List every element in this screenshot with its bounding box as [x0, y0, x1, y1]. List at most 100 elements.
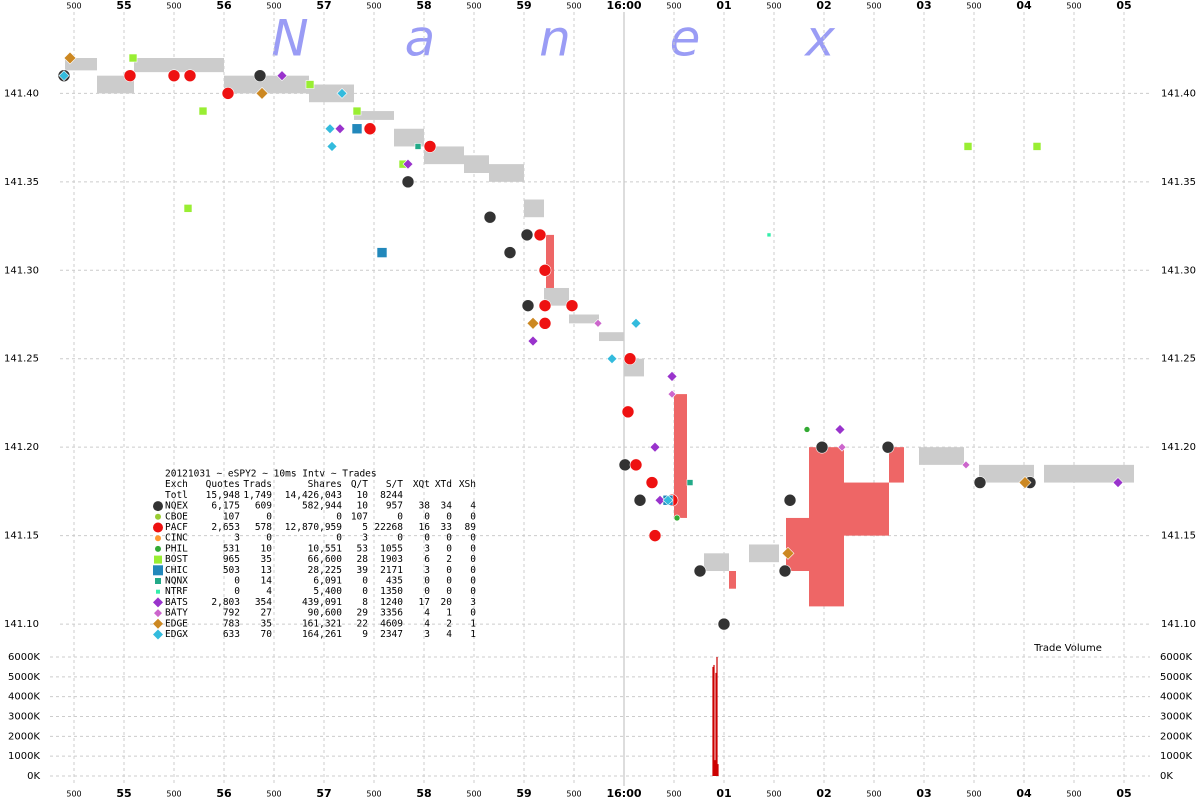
legend-cell: 3	[424, 565, 430, 576]
y2-tick-label: 6000K	[8, 652, 40, 663]
legend-cell: 0	[266, 533, 272, 544]
nbbo-band	[394, 128, 424, 147]
legend-cell: 164,261	[302, 629, 342, 640]
nbbo-band	[97, 75, 134, 94]
legend-header: Shares	[308, 479, 342, 490]
legend-label: CHIC	[165, 565, 188, 576]
trade	[783, 493, 797, 507]
legend-cell: 3356	[380, 608, 403, 619]
trade	[123, 69, 137, 82]
trade	[803, 426, 811, 433]
legend-cell: 957	[386, 501, 403, 512]
y-tick-label: 141.20	[1161, 442, 1196, 453]
trade	[376, 247, 388, 258]
legend-cell: 1903	[380, 554, 403, 565]
legend-symbol	[155, 578, 161, 584]
legend-cell: 503	[223, 565, 240, 576]
legend-symbol	[155, 513, 161, 520]
legend-cell: 0	[362, 576, 368, 587]
legend-label: BATY	[165, 608, 188, 619]
legend-cell: 33	[441, 522, 452, 533]
y-tick-label: 141.40	[4, 88, 39, 99]
legend-cell: 435	[386, 576, 403, 587]
legend-cell: 4	[424, 608, 430, 619]
trade	[538, 299, 552, 312]
trade	[521, 299, 535, 312]
legend-cell: 0	[470, 543, 476, 554]
legend-cell: 3	[470, 597, 476, 608]
legend-cell: 3	[424, 629, 430, 640]
legend-cell: 354	[255, 597, 272, 608]
legend-cell: 0	[470, 608, 476, 619]
legend-cell: 0	[446, 533, 452, 544]
legend-header: XSh	[459, 479, 476, 490]
trade	[686, 479, 694, 486]
x-tick-label: 500	[566, 790, 581, 799]
legend-cell: 3	[362, 533, 368, 544]
nbbo-band	[569, 314, 599, 324]
legend-cell: 3	[234, 533, 240, 544]
legend-cell: 792	[223, 608, 240, 619]
pacf-quote-band	[729, 571, 736, 589]
trade	[128, 53, 138, 63]
x-tick-label: 16:00	[606, 0, 641, 12]
y-tick-label: 141.30	[4, 265, 39, 276]
x-tick-label: 56	[216, 0, 232, 12]
legend-cell: 8244	[380, 490, 403, 501]
trade	[63, 51, 77, 65]
trade	[527, 335, 539, 347]
trade	[352, 106, 362, 116]
legend-symbol	[154, 555, 162, 564]
legend-cell: 9	[362, 629, 368, 640]
legend-cell: 965	[223, 554, 240, 565]
legend-cell: 0	[234, 586, 240, 597]
legend-cell: 4	[424, 618, 430, 629]
trade	[623, 352, 637, 366]
legend-header: Exch	[165, 479, 188, 490]
trade	[351, 123, 363, 135]
legend-header: Trads	[243, 479, 272, 490]
legend-cell: 0	[266, 511, 272, 522]
trade	[423, 140, 437, 153]
legend-cell: 1,749	[243, 490, 272, 501]
trade	[538, 317, 552, 330]
legend-cell: 10	[357, 501, 369, 512]
trade	[253, 69, 267, 82]
x-tick-label: 04	[1016, 787, 1032, 800]
legend-cell: 28,225	[308, 565, 342, 576]
trade	[221, 87, 235, 100]
legend-symbol	[153, 522, 163, 533]
pacf-quote-band	[674, 394, 687, 518]
y2-tick-label: 2000K	[1160, 731, 1192, 742]
x-tick-label: 56	[216, 787, 232, 800]
legend-label: NTRF	[165, 586, 188, 597]
x-tick-label: 500	[766, 790, 781, 799]
nbbo-band	[704, 553, 729, 572]
legend-cell: 107	[351, 511, 368, 522]
trade	[1032, 142, 1042, 151]
trade	[183, 69, 197, 82]
legend-symbol	[153, 618, 163, 629]
y2-tick-label: 2000K	[8, 731, 40, 742]
legend-cell: 0	[424, 511, 430, 522]
grid	[50, 12, 1150, 786]
legend-cell: 0	[446, 565, 452, 576]
pacf-quote-band	[546, 234, 554, 288]
trade	[538, 263, 552, 277]
watermark: n	[539, 10, 571, 68]
trade	[334, 123, 346, 135]
legend-cell: 2347	[380, 629, 403, 640]
x-tick-label: 05	[1116, 787, 1131, 800]
nbbo-band	[919, 447, 964, 465]
legend-cell: 16	[419, 522, 431, 533]
trade	[1018, 476, 1032, 489]
trade	[633, 493, 647, 507]
legend-cell: 89	[465, 522, 477, 533]
legend-cell: 0	[424, 576, 430, 587]
trade	[198, 106, 208, 116]
legend-cell: 2,803	[211, 597, 240, 608]
legend-cell: 13	[261, 565, 272, 576]
nbbo-band	[1044, 464, 1134, 483]
x-tick-label: 500	[966, 790, 981, 799]
legend-cell: 0	[446, 576, 452, 587]
